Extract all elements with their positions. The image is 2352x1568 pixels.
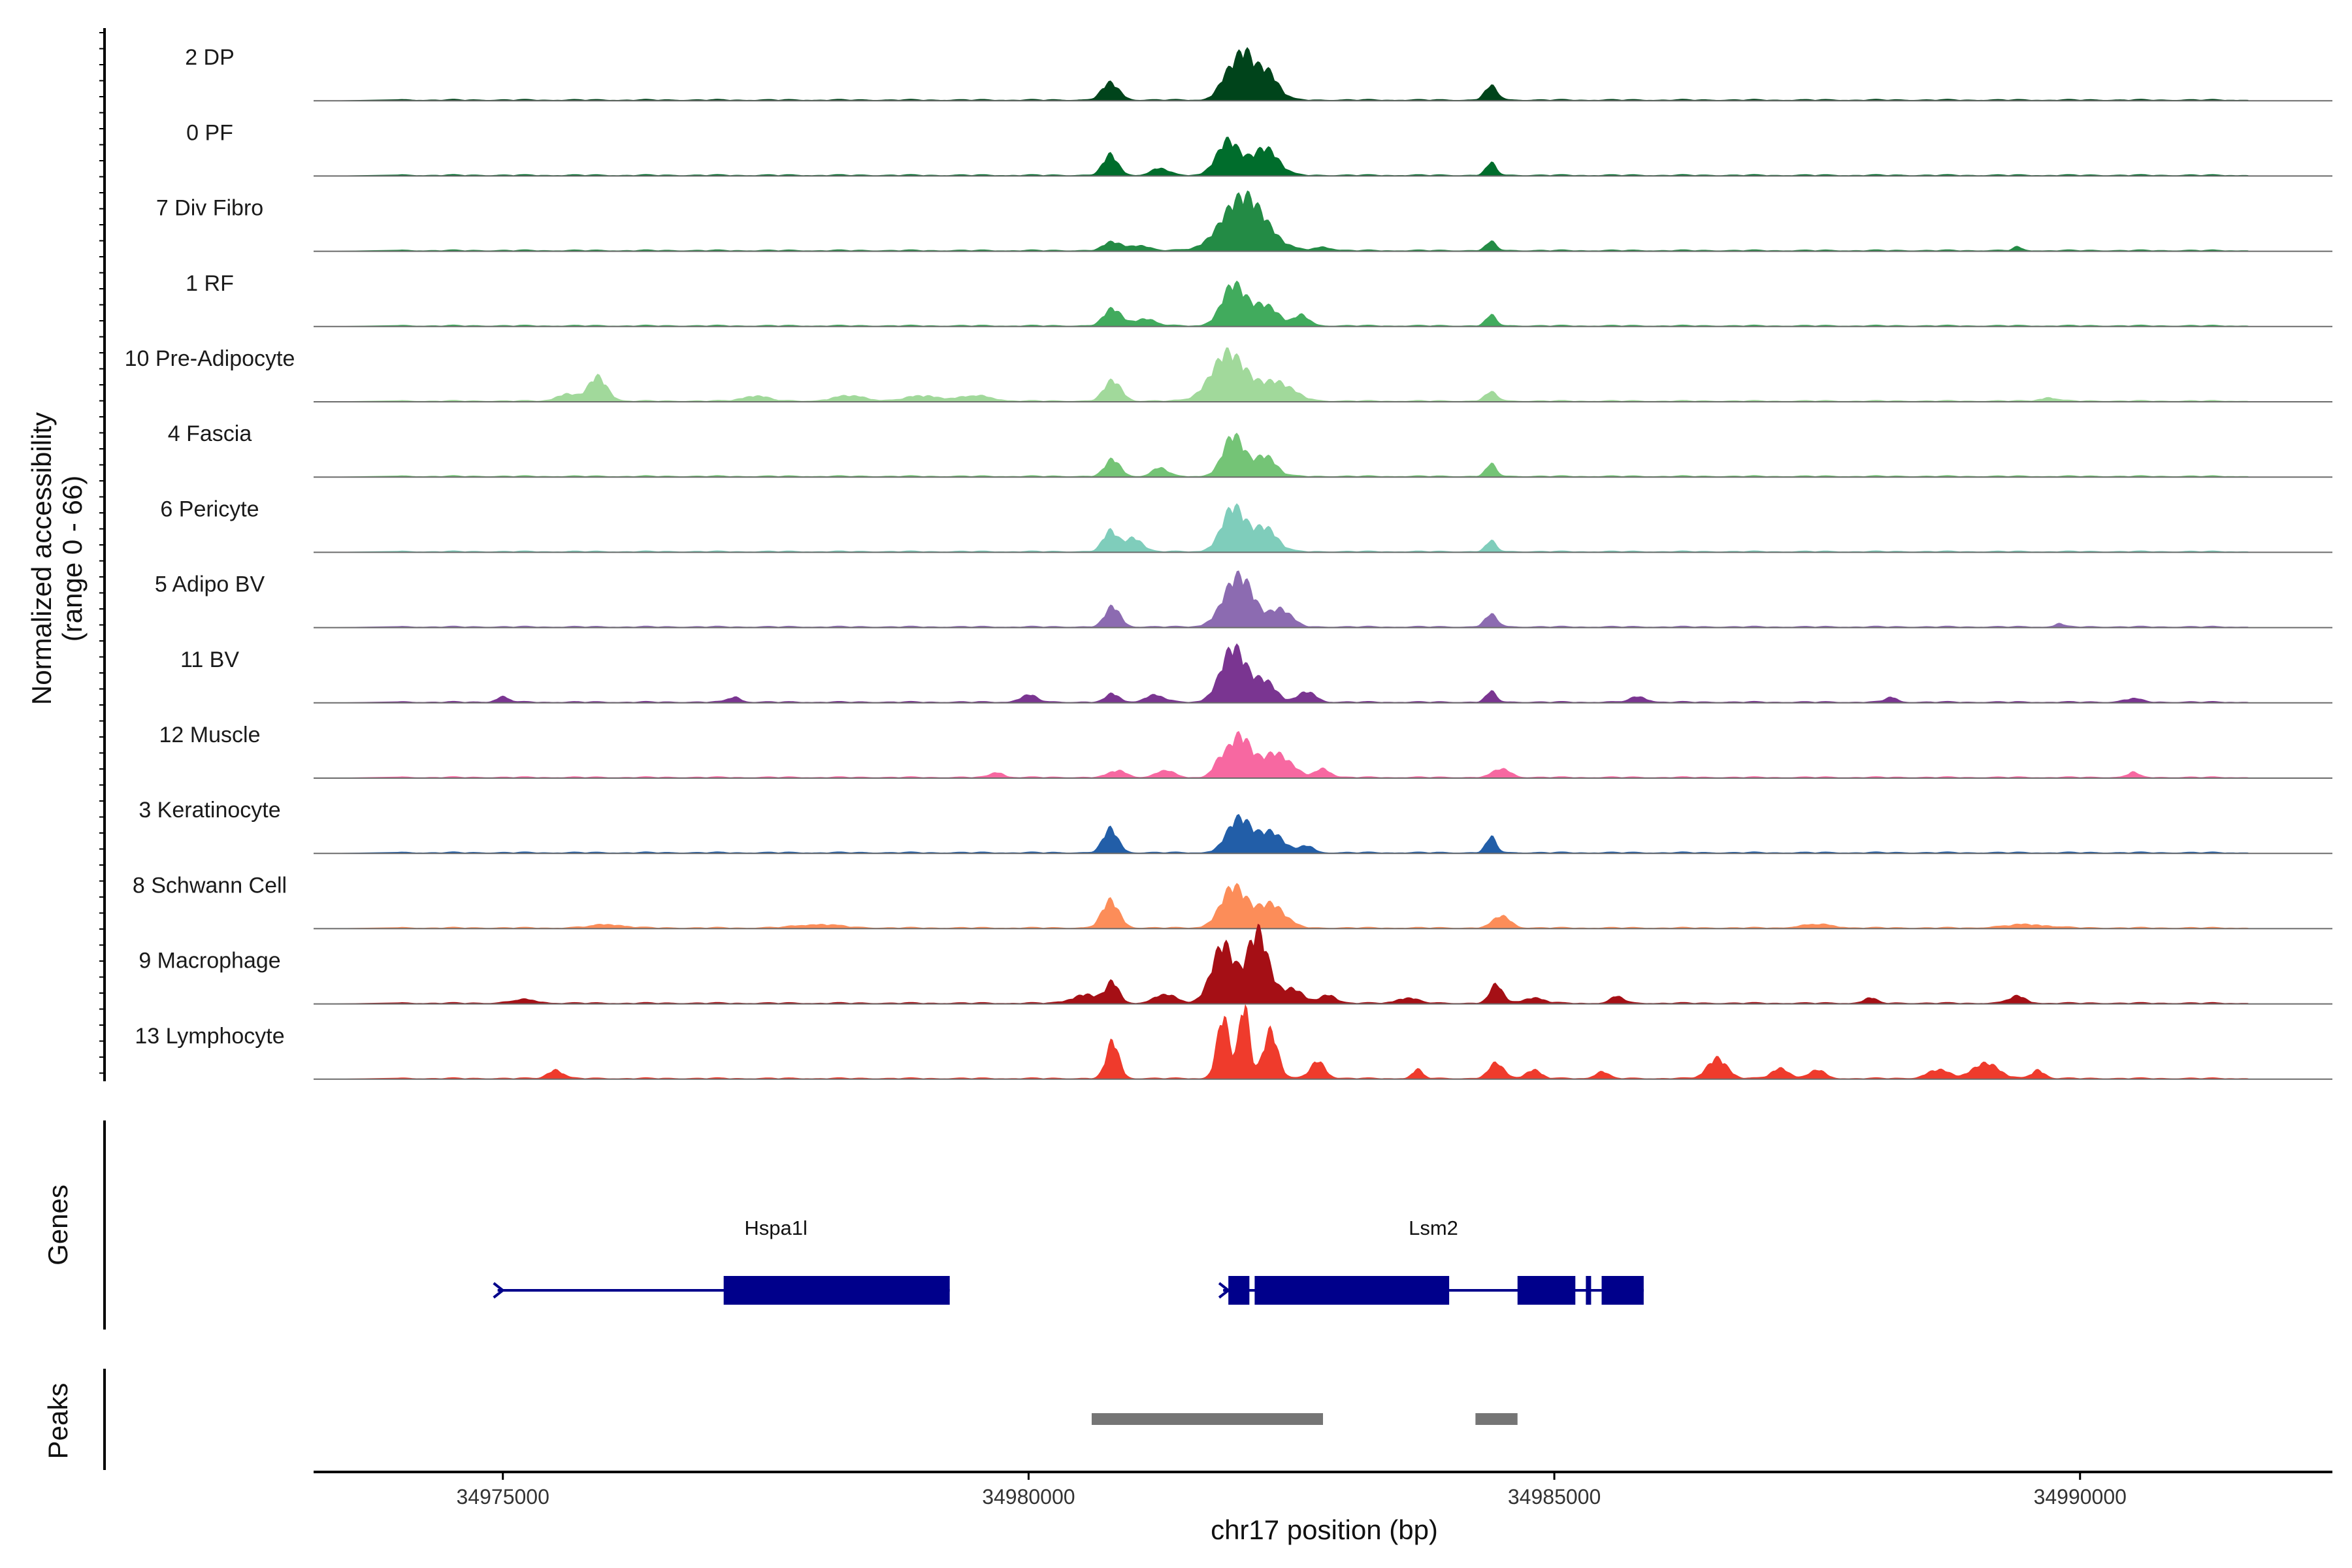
track-label: 13 Lymphocyte	[135, 1024, 284, 1049]
gene-exon	[1517, 1276, 1576, 1305]
x-axis-ticks: 34975000 34980000 34985000 34990000	[457, 1472, 2127, 1509]
track-5-adipo-bv: 5 Adipo BV	[155, 570, 2332, 629]
strand-arrow-icon	[493, 1282, 505, 1299]
coverage-area	[314, 730, 2249, 778]
track-3-keratinocyte: 3 Keratinocyte	[139, 798, 2332, 855]
coverage-area	[314, 1004, 2249, 1079]
track-label: 2 DP	[185, 45, 235, 70]
track-label: 12 Muscle	[159, 723, 261, 747]
y-axis-range: (range 0 - 66)	[57, 476, 88, 642]
coverage-area	[314, 813, 2249, 854]
coverage-area	[314, 47, 2249, 101]
track-label: 0 PF	[186, 120, 233, 145]
genes-track-label: Genes	[42, 1184, 73, 1266]
track-label: 5 Adipo BV	[155, 572, 265, 597]
track-label: 3 Keratinocyte	[139, 798, 280, 823]
coverage-area	[314, 503, 2249, 553]
peak-region-bar	[1091, 1413, 1323, 1425]
coverage-area	[314, 883, 2249, 929]
x-axis-title: chr17 position (bp)	[1211, 1514, 1438, 1545]
track-0-pf: 0 PF	[186, 120, 2332, 177]
peak-regions	[1091, 1413, 1518, 1425]
strand-arrow-icon	[1218, 1282, 1231, 1299]
track-label: 11 BV	[180, 647, 239, 672]
coverage-area	[314, 280, 2249, 327]
track-label: 9 Macrophage	[139, 949, 280, 973]
gene-lsm2: Lsm2	[1218, 1217, 1644, 1305]
peak-region-bar	[1475, 1413, 1518, 1425]
gene-exon	[1586, 1276, 1592, 1305]
coverage-area	[314, 923, 2249, 1004]
coverage-area	[314, 643, 2249, 703]
coverage-area	[314, 190, 2249, 252]
x-tick-label: 34985000	[1508, 1485, 1601, 1509]
y-axis-title: Normalized accessibility	[26, 412, 57, 705]
coverage-area	[314, 347, 2249, 402]
track-label: 1 RF	[186, 271, 234, 296]
track-12-muscle: 12 Muscle	[159, 723, 2332, 779]
track-label: 10 Pre-Adipocyte	[125, 346, 295, 371]
track-11-bv: 11 BV	[180, 643, 2332, 704]
x-tick-label: 34975000	[457, 1485, 549, 1509]
track-2-dp: 2 DP	[185, 45, 2332, 102]
coverage-area	[314, 137, 2249, 176]
track-label: 6 Pericyte	[160, 497, 259, 521]
x-tick-label: 34980000	[982, 1485, 1075, 1509]
coverage-area	[314, 570, 2249, 628]
coverage-area	[314, 433, 2249, 478]
track-7-div-fibro: 7 Div Fibro	[156, 190, 2332, 252]
track-9-macrophage: 9 Macrophage	[139, 923, 2332, 1005]
gene-hspa1l: Hspa1l	[493, 1217, 950, 1305]
track-label: 8 Schwann Cell	[133, 873, 287, 898]
track-4-fascia: 4 Fascia	[168, 421, 2332, 478]
track-label: 7 Div Fibro	[156, 196, 263, 221]
gene-name-label: Lsm2	[1409, 1217, 1458, 1239]
gene-exon	[1601, 1276, 1644, 1305]
gene-exon	[1254, 1276, 1450, 1305]
track-13-lymphocyte: 13 Lymphocyte	[135, 1004, 2332, 1080]
track-8-schwann-cell: 8 Schwann Cell	[133, 873, 2332, 930]
gene-models: Hspa1l Lsm2	[493, 1217, 1644, 1305]
gene-name-label: Hspa1l	[744, 1217, 808, 1239]
gene-exon	[1228, 1276, 1250, 1305]
x-tick-label: 34990000	[2034, 1485, 2127, 1509]
gene-exon	[723, 1276, 950, 1305]
track-label: 4 Fascia	[168, 421, 252, 446]
peaks-track-label: Peaks	[42, 1383, 73, 1460]
coverage-tracks: 2 DP 0 PF 7 Div Fibro 1 RF 10 Pre-Adipocyte 4…	[125, 45, 2332, 1080]
track-10-pre-adipocyte: 10 Pre-Adipocyte	[125, 346, 2332, 402]
track-1-rf: 1 RF	[186, 271, 2332, 327]
y-axis-ticks	[99, 32, 105, 1074]
track-6-pericyte: 6 Pericyte	[160, 497, 2332, 553]
